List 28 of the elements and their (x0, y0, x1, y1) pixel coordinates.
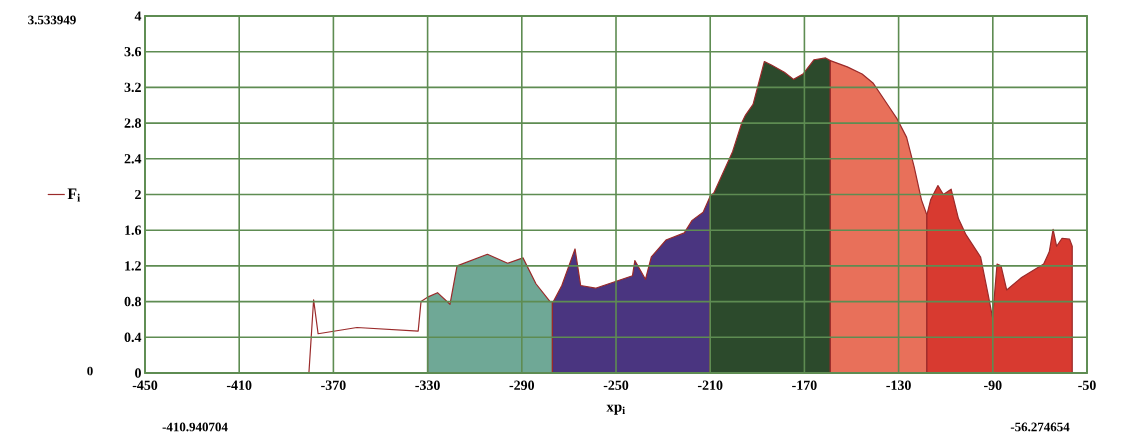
x-tick-label: -450 (132, 380, 158, 390)
y-tick-label: 0 (135, 368, 141, 378)
x-tick-label: -210 (697, 380, 723, 390)
y-tick-label: 1.6 (125, 225, 142, 235)
x-tick-label: -370 (321, 380, 346, 390)
x-axis-title: xp$_{i}$ (606, 404, 625, 415)
y-tick-label: 3.2 (124, 82, 141, 93)
x-tick-label: -290 (509, 380, 535, 390)
y-tick-label: 2.8 (124, 118, 142, 128)
legend-label: F$_{i}$ (67, 188, 81, 202)
y-tick-label: 2 (135, 189, 141, 200)
x-tick-label: -90 (984, 380, 1002, 390)
text: 3.533949 (28, 15, 76, 25)
y-tick-label: 0.4 (124, 332, 142, 343)
x-tick-label: -330 (415, 380, 440, 390)
text: -56.274654 (1010, 422, 1070, 432)
x-tick-label: -410 (226, 380, 252, 390)
x-tick-label: -50 (1078, 380, 1096, 390)
x-tick-label: -170 (792, 380, 817, 390)
y-tick-label: 0.8 (124, 296, 142, 307)
x-tick-label: -250 (603, 380, 629, 390)
x-tick-label: -130 (886, 380, 911, 390)
y-tick-label: 4 (134, 11, 142, 21)
text: 0 (87, 366, 93, 376)
y-tick-label: 3.6 (124, 46, 142, 57)
y-tick-label: 2.4 (124, 154, 142, 164)
y-tick-label: 1.2 (125, 261, 141, 271)
text: -410.940704 (162, 422, 228, 432)
